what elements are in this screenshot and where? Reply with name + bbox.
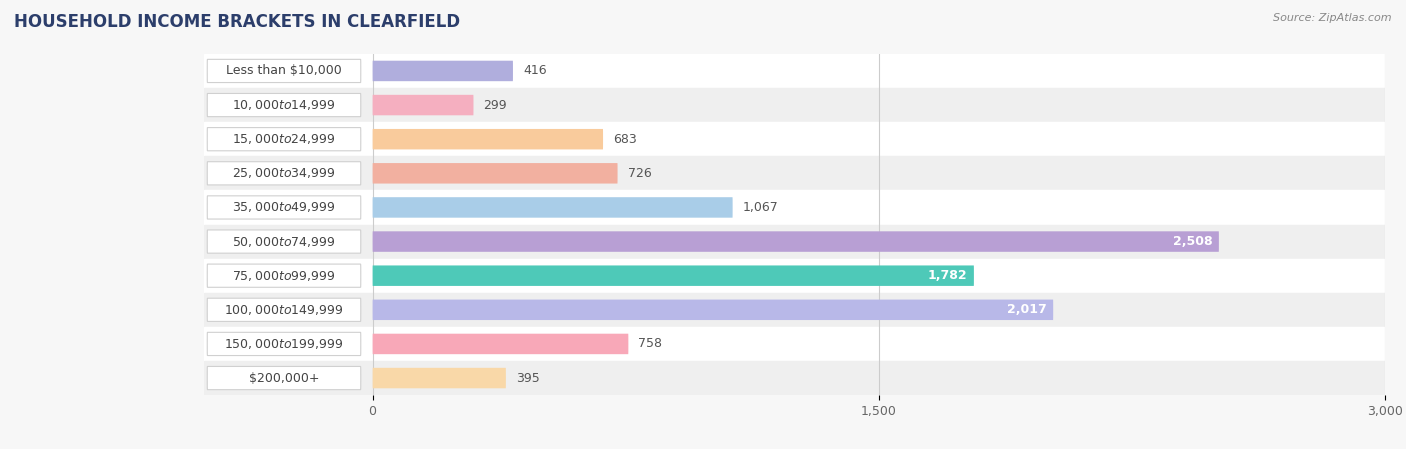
Text: 758: 758 bbox=[638, 338, 662, 350]
FancyBboxPatch shape bbox=[373, 231, 1219, 252]
FancyBboxPatch shape bbox=[207, 162, 361, 185]
Bar bbox=[204, 122, 1385, 156]
Text: $10,000 to $14,999: $10,000 to $14,999 bbox=[232, 98, 336, 112]
Text: 726: 726 bbox=[627, 167, 651, 180]
FancyBboxPatch shape bbox=[207, 366, 361, 390]
Text: 299: 299 bbox=[484, 99, 508, 111]
Text: 2,017: 2,017 bbox=[1007, 304, 1046, 316]
FancyBboxPatch shape bbox=[373, 334, 628, 354]
Bar bbox=[204, 361, 1385, 395]
Bar bbox=[204, 327, 1385, 361]
FancyBboxPatch shape bbox=[207, 230, 361, 253]
FancyBboxPatch shape bbox=[373, 299, 1053, 320]
Text: 683: 683 bbox=[613, 133, 637, 145]
FancyBboxPatch shape bbox=[373, 368, 506, 388]
Text: $100,000 to $149,999: $100,000 to $149,999 bbox=[225, 303, 343, 317]
Text: $35,000 to $49,999: $35,000 to $49,999 bbox=[232, 200, 336, 215]
Text: 416: 416 bbox=[523, 65, 547, 77]
FancyBboxPatch shape bbox=[373, 163, 617, 184]
FancyBboxPatch shape bbox=[207, 298, 361, 321]
Text: $75,000 to $99,999: $75,000 to $99,999 bbox=[232, 269, 336, 283]
FancyBboxPatch shape bbox=[207, 332, 361, 356]
FancyBboxPatch shape bbox=[207, 59, 361, 83]
Text: 1,067: 1,067 bbox=[742, 201, 779, 214]
FancyBboxPatch shape bbox=[207, 93, 361, 117]
FancyBboxPatch shape bbox=[207, 264, 361, 287]
FancyBboxPatch shape bbox=[373, 95, 474, 115]
Text: $200,000+: $200,000+ bbox=[249, 372, 319, 384]
Text: 395: 395 bbox=[516, 372, 540, 384]
Text: $25,000 to $34,999: $25,000 to $34,999 bbox=[232, 166, 336, 180]
FancyBboxPatch shape bbox=[373, 61, 513, 81]
Text: 1,782: 1,782 bbox=[928, 269, 967, 282]
FancyBboxPatch shape bbox=[373, 129, 603, 150]
Bar bbox=[204, 259, 1385, 293]
Text: $15,000 to $24,999: $15,000 to $24,999 bbox=[232, 132, 336, 146]
Bar bbox=[204, 190, 1385, 224]
Bar bbox=[204, 156, 1385, 190]
Bar bbox=[204, 224, 1385, 259]
Text: $150,000 to $199,999: $150,000 to $199,999 bbox=[225, 337, 343, 351]
FancyBboxPatch shape bbox=[373, 265, 974, 286]
Bar bbox=[204, 293, 1385, 327]
FancyBboxPatch shape bbox=[207, 128, 361, 151]
Text: Source: ZipAtlas.com: Source: ZipAtlas.com bbox=[1274, 13, 1392, 23]
Text: Less than $10,000: Less than $10,000 bbox=[226, 65, 342, 77]
Text: 2,508: 2,508 bbox=[1173, 235, 1212, 248]
Bar bbox=[204, 54, 1385, 88]
Bar bbox=[204, 88, 1385, 122]
FancyBboxPatch shape bbox=[207, 196, 361, 219]
Text: $50,000 to $74,999: $50,000 to $74,999 bbox=[232, 234, 336, 249]
FancyBboxPatch shape bbox=[373, 197, 733, 218]
Text: HOUSEHOLD INCOME BRACKETS IN CLEARFIELD: HOUSEHOLD INCOME BRACKETS IN CLEARFIELD bbox=[14, 13, 460, 31]
